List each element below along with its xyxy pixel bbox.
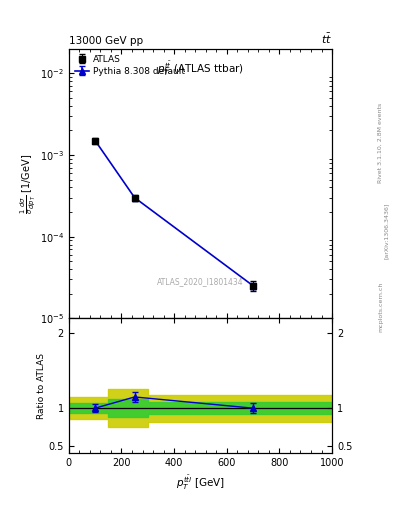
Y-axis label: $\frac{1}{\sigma}\frac{d\sigma}{dp_T}$ [1/GeV]: $\frac{1}{\sigma}\frac{d\sigma}{dp_T}$ [… xyxy=(19,154,39,214)
Text: mcplots.cern.ch: mcplots.cern.ch xyxy=(378,282,383,332)
Legend: ATLAS, Pythia 8.308 default: ATLAS, Pythia 8.308 default xyxy=(73,53,187,77)
Text: ATLAS_2020_I1801434: ATLAS_2020_I1801434 xyxy=(157,277,244,286)
Text: [arXiv:1306.3436]: [arXiv:1306.3436] xyxy=(384,202,389,259)
Text: $t\bar{t}$: $t\bar{t}$ xyxy=(321,32,332,46)
X-axis label: $p^{t\bar{t}l}_{T}$ [GeV]: $p^{t\bar{t}l}_{T}$ [GeV] xyxy=(176,474,225,492)
Text: Rivet 3.1.10, 2.8M events: Rivet 3.1.10, 2.8M events xyxy=(378,103,383,183)
Text: $p_T^{t\bar{t}}$ (ATLAS ttbar): $p_T^{t\bar{t}}$ (ATLAS ttbar) xyxy=(157,59,244,78)
Y-axis label: Ratio to ATLAS: Ratio to ATLAS xyxy=(37,353,46,419)
Text: 13000 GeV pp: 13000 GeV pp xyxy=(69,36,143,46)
